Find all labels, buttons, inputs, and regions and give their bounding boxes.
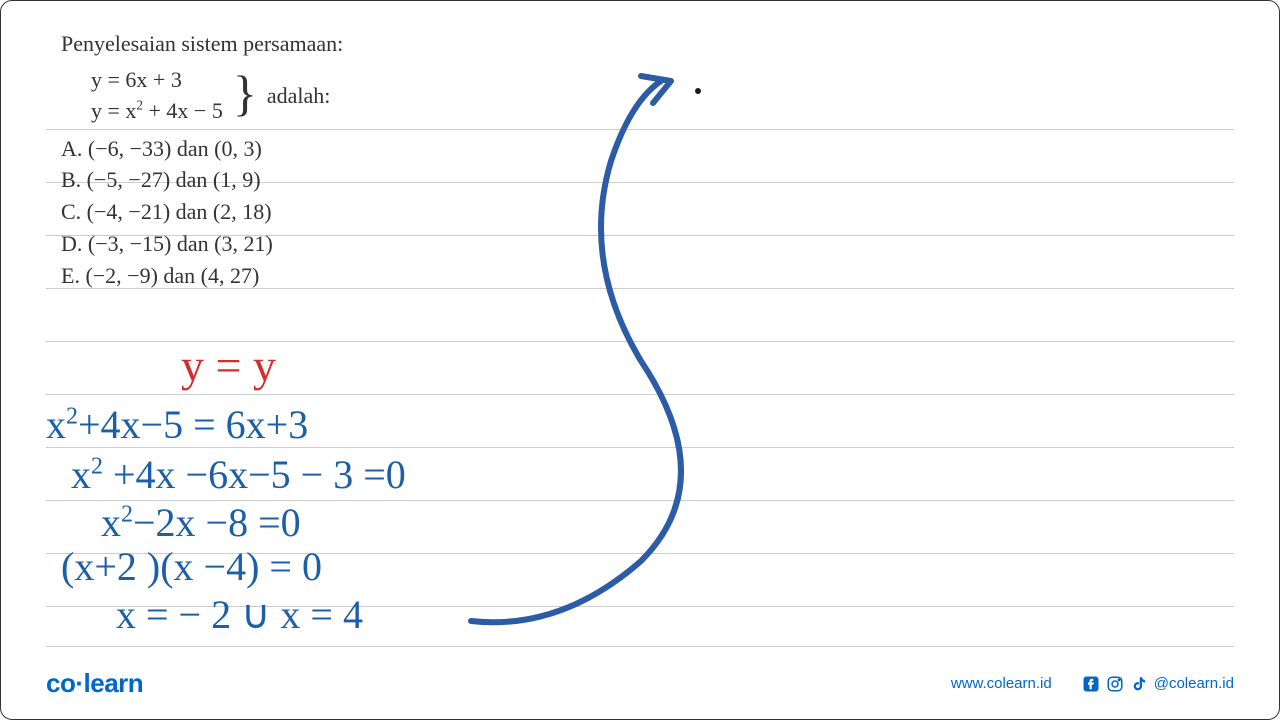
- social-handles: @colearn.id: [1082, 675, 1234, 693]
- tiktok-icon: [1130, 675, 1148, 693]
- facebook-icon: [1082, 675, 1100, 693]
- brace-icon: }: [233, 78, 257, 114]
- option-c: C. (−4, −21) dan (2, 18): [61, 196, 343, 228]
- social-handle: @colearn.id: [1154, 675, 1234, 692]
- equations: y = 6x + 3 y = x2 + 4x − 5: [91, 65, 223, 127]
- content-area: Penyelesaian sistem persamaan: y = 6x + …: [1, 1, 1279, 719]
- problem-block: Penyelesaian sistem persamaan: y = 6x + …: [61, 31, 343, 292]
- options-list: A. (−6, −33) dan (0, 3) B. (−5, −27) dan…: [61, 133, 343, 292]
- equation-2: y = x2 + 4x − 5: [91, 96, 223, 127]
- instagram-icon: [1106, 675, 1124, 693]
- handwritten-line-2: x2 +4x −6x−5 − 3 =0: [71, 451, 406, 498]
- option-e: E. (−2, −9) dan (4, 27): [61, 260, 343, 292]
- option-a: A. (−6, −33) dan (0, 3): [61, 133, 343, 165]
- option-b: B. (−5, −27) dan (1, 9): [61, 164, 343, 196]
- equation-1: y = 6x + 3: [91, 65, 223, 96]
- adalah-label: adalah:: [267, 83, 331, 109]
- footer-right: www.colearn.id @colearn.id: [951, 675, 1234, 693]
- handwritten-line-3: x2−2x −8 =0: [101, 499, 301, 546]
- handwritten-line-4: (x+2 )(x −4) = 0: [61, 543, 322, 590]
- website-url: www.colearn.id: [951, 675, 1052, 692]
- problem-title: Penyelesaian sistem persamaan:: [61, 31, 343, 57]
- logo: co·learn: [46, 668, 143, 699]
- option-d: D. (−3, −15) dan (3, 21): [61, 228, 343, 260]
- handwritten-line-1: x2+4x−5 = 6x+3: [46, 401, 308, 448]
- footer: co·learn www.colearn.id @colearn.id: [1, 668, 1279, 699]
- equations-row: y = 6x + 3 y = x2 + 4x − 5 } adalah:: [91, 65, 343, 127]
- handwritten-line-5: x = − 2 ∪ x = 4: [116, 591, 363, 638]
- handwritten-red: y = y: [181, 339, 276, 392]
